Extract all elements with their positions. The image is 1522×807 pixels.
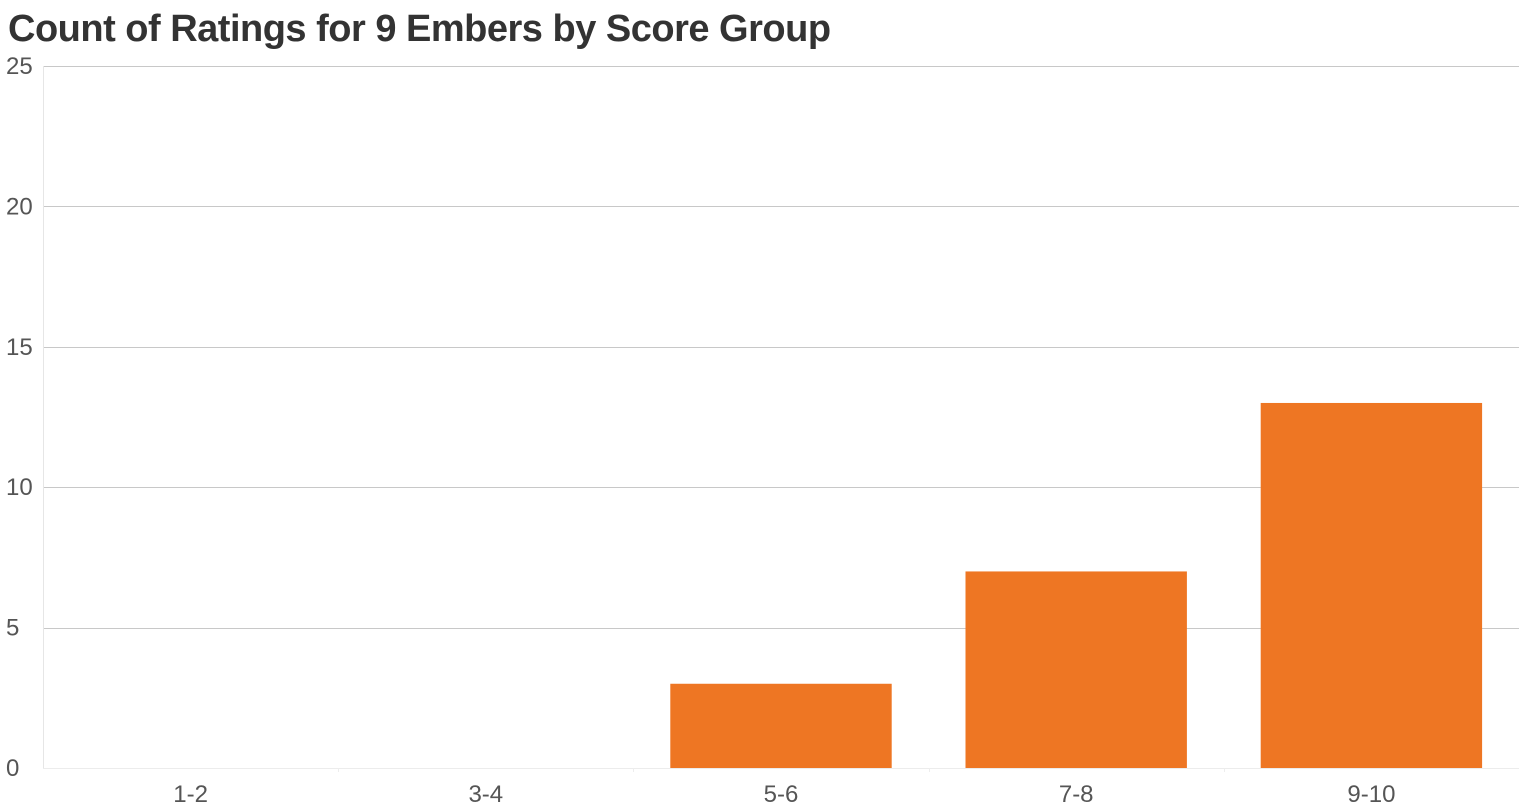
bar-5-6 (670, 683, 892, 768)
bars (670, 402, 1483, 768)
x-tick-label: 7-8 (1059, 781, 1094, 807)
x-tick-label: 1-2 (173, 781, 208, 807)
bar-9-10 (1260, 402, 1483, 768)
x-tick-label: 9-10 (1347, 781, 1395, 807)
chart-title: Count of Ratings for 9 Embers by Score G… (8, 8, 831, 50)
x-tick-labels: 1-2 3-4 5-6 7-8 9-10 (173, 781, 1395, 807)
y-tick-label: 10 (6, 474, 33, 501)
y-tick-labels: 0 5 10 15 20 25 (6, 53, 33, 782)
x-tick-label: 3-4 (468, 781, 503, 807)
x-tick-label: 5-6 (764, 781, 799, 807)
y-tick-label: 15 (6, 334, 33, 361)
axes (43, 66, 1519, 772)
y-tick-label: 5 (6, 615, 19, 642)
bar-7-8 (965, 571, 1187, 768)
y-tick-label: 25 (6, 53, 33, 80)
y-tick-label: 0 (6, 755, 19, 782)
y-tick-label: 20 (6, 193, 33, 220)
